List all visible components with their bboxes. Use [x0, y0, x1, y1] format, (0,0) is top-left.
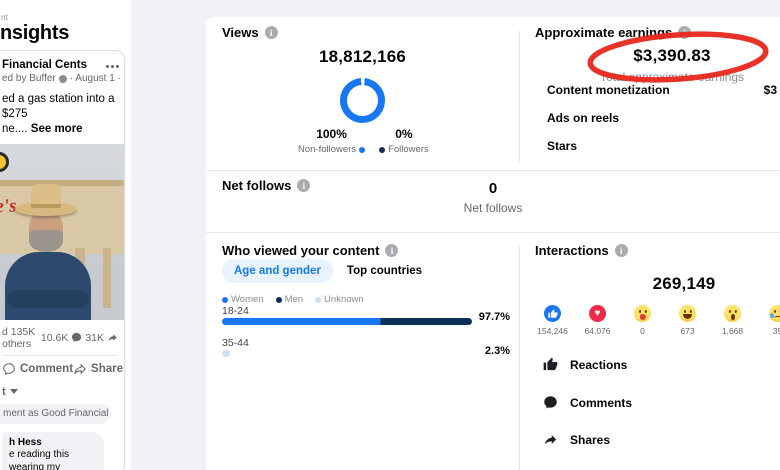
earnings-section-header: Approximate earnings [535, 25, 692, 40]
comment-bubble: h Hess e reading this wearing my es paja… [2, 431, 104, 470]
age-bar-pct: 2.3% [484, 345, 510, 357]
women-dot-icon [222, 296, 228, 303]
divider [519, 31, 520, 163]
divider [206, 170, 780, 171]
interactions-row-comments[interactable]: Comments [543, 395, 632, 410]
chevron-down-icon [9, 389, 18, 395]
age-bar-pct: 97.7% [478, 311, 510, 323]
age-bar-label: 18-24 [222, 305, 249, 317]
page-title: nsights [0, 22, 70, 44]
views-donut-chart [340, 78, 385, 123]
cowboy-hat [15, 201, 77, 216]
earnings-total: $3,390.83 [633, 46, 711, 65]
interactions-section-header: Interactions [535, 243, 628, 258]
share-button[interactable]: Share [73, 362, 123, 376]
age-35-44-bar [222, 350, 230, 357]
earnings-subtitle: Total approximate earnings [599, 70, 745, 84]
interactions-row-shares[interactable]: Shares [543, 432, 610, 447]
love-reaction-icon: ♥ [589, 305, 606, 322]
post-page-name[interactable]: Financial Cents [2, 59, 87, 71]
info-icon[interactable] [678, 26, 692, 39]
reaction-breakdown: 154,246 ♥ 64,076 0 673 1,668 39 [530, 305, 780, 336]
comment-bubble-icon [3, 362, 15, 375]
net-follows-section-header: Net follows [222, 178, 311, 193]
store-sign-text: ee's [0, 195, 17, 218]
interactions-total: 269,149 [652, 274, 716, 293]
tab-top-countries[interactable]: Top countries [346, 265, 423, 277]
unknown-dot-icon [315, 296, 322, 303]
sad-reaction-icon [769, 305, 780, 322]
men-dot-icon [275, 296, 282, 303]
comment-author[interactable]: h Hess [9, 436, 42, 448]
earnings-row[interactable]: Content monetization $3 [547, 83, 777, 97]
nonfollowers-dot-icon [359, 146, 366, 153]
comment-sort-dropdown[interactable]: t [2, 386, 124, 398]
views-legend: 100% Non-followers 0% Followers [298, 127, 429, 155]
age-bar-label: 35-44 [222, 337, 249, 349]
interactions-row-reactions[interactable]: Reactions [543, 357, 627, 372]
globe-icon [58, 74, 67, 83]
views-total: 18,812,166 [318, 47, 407, 66]
share-arrow-icon [74, 363, 87, 374]
share-count[interactable]: 31K [85, 331, 104, 344]
nonfollowers-pct: 100% [316, 127, 347, 141]
net-follows-value: 0 [488, 180, 498, 197]
share-arrow-icon [108, 334, 117, 342]
man-in-photo [5, 251, 91, 320]
insights-main-panel: Views 18,812,166 100% Non-followers 0% F… [206, 17, 780, 470]
who-viewed-section-header: Who viewed your content [222, 243, 399, 258]
divider [206, 232, 780, 233]
comment-count[interactable]: 10.6K [40, 331, 69, 344]
like-reaction-icon [544, 305, 561, 322]
info-icon[interactable] [614, 244, 628, 257]
tab-age-and-gender[interactable]: Age and gender [222, 259, 333, 283]
haha-reaction-icon [679, 305, 696, 322]
share-arrow-icon [544, 435, 557, 445]
earnings-value: $3 [763, 83, 777, 97]
comment-bubble-icon [544, 396, 557, 409]
comment-button[interactable]: Comment [2, 362, 73, 376]
net-follows-block: 0 Net follows [206, 180, 780, 215]
age-18-24-bar [222, 318, 472, 325]
post-preview-sidebar: nt nsights Financial Cents ed by Buffer … [0, 0, 131, 470]
info-icon[interactable] [264, 26, 278, 39]
comment-composer[interactable]: ment as Good Financial Cents [0, 403, 111, 424]
net-follows-label: Net follows [463, 201, 523, 215]
post-photo[interactable]: ee's [0, 143, 124, 320]
kiss-reaction-icon [634, 305, 651, 322]
wow-reaction-icon [724, 305, 741, 322]
followers-pct: 0% [395, 127, 413, 141]
post-text: ed a gas station into a $275 ne.... See … [2, 93, 115, 136]
more-options-icon[interactable] [111, 65, 114, 68]
followers-dot-icon [379, 146, 386, 153]
post-preview-card: Financial Cents ed by Buffer · August 1 … [0, 50, 125, 470]
views-section-header: Views [222, 25, 278, 40]
reaction-summary[interactable]: d 135K others [2, 325, 36, 350]
earnings-row[interactable]: Stars [547, 139, 578, 153]
thumbs-up-icon [543, 357, 558, 371]
demographics-legend: Women Men Unknown [222, 294, 364, 305]
divider [519, 245, 520, 470]
comment-bubble-icon [72, 332, 82, 342]
post-meta: ed by Buffer · August 1 · [2, 73, 121, 84]
info-icon[interactable] [385, 244, 399, 257]
buc-ees-logo-icon [0, 151, 9, 172]
breadcrumb: nt [1, 13, 8, 22]
earnings-row[interactable]: Ads on reels [547, 111, 620, 125]
see-more-link[interactable]: See more [30, 123, 83, 136]
info-icon[interactable] [297, 179, 311, 192]
earnings-total-block: $3,390.83 Total approximate earnings [572, 46, 772, 84]
